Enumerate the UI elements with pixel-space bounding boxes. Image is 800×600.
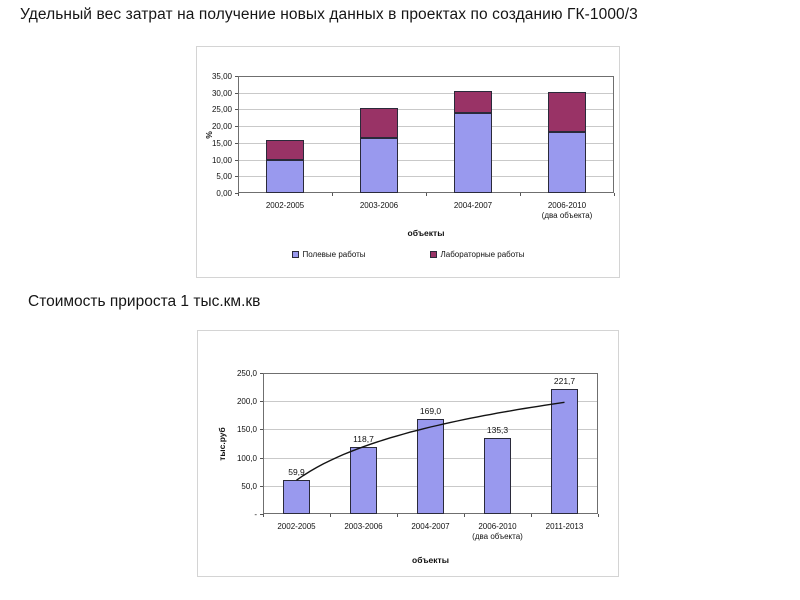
y-tick-mark (235, 126, 238, 128)
y-tick-mark (260, 401, 263, 403)
bar (551, 388, 578, 514)
gridline (239, 142, 613, 144)
y-tick-label: 5,00 (216, 172, 232, 182)
gridline (239, 159, 613, 161)
y-tick-label: 15,00 (211, 138, 232, 148)
x-category-label: 2011-2013 (545, 522, 584, 531)
bar (283, 480, 310, 514)
y-tick-mark (235, 142, 238, 144)
cost-bar-chart: - 50,0 100,0 150,0 200,0 250,0 59,9 2002-2005 11… (197, 330, 619, 577)
x-axis-title: объекты (407, 228, 445, 238)
bar-data-label: 221,7 (553, 375, 576, 386)
y-tick-mark (235, 109, 238, 111)
bar-segment-lab (548, 92, 586, 133)
trendline (296, 401, 565, 481)
x-category-label: 2003-2006 (344, 522, 383, 531)
y-tick-label: 0,00 (216, 189, 232, 198)
x-category-label: 2003-2006 (359, 201, 399, 210)
y-tick-label: 150,0 (236, 425, 257, 435)
y-axis-title: % (204, 130, 214, 139)
y-tick-mark (235, 159, 238, 161)
y-tick-mark (260, 373, 263, 374)
y-tick-label: - (254, 510, 257, 519)
y-tick-label: 35,00 (211, 72, 232, 81)
gridline (239, 92, 613, 94)
legend-swatch (291, 251, 299, 258)
x-axis-title: объекты (412, 555, 449, 565)
y-tick-mark (235, 176, 238, 178)
x-tick-mark (598, 514, 599, 517)
x-tick-mark (263, 514, 264, 517)
x-tick-mark (520, 193, 521, 196)
x-category-label: 2002-2005 (265, 201, 305, 210)
x-category-label: 2004-2007 (453, 201, 493, 210)
x-category-label: 2002-2005 (277, 522, 316, 531)
legend-item: Лабораторные работы (429, 250, 525, 259)
bar-segment-field (454, 113, 492, 193)
y-tick-label: 10,00 (211, 155, 232, 165)
y-tick-mark (235, 92, 238, 94)
x-tick-mark (330, 514, 331, 517)
bar-segment-lab (360, 108, 398, 139)
x-tick-mark (614, 193, 615, 196)
bar-segment-field (360, 138, 398, 193)
y-tick-mark (260, 485, 263, 487)
y-tick-mark (235, 193, 238, 194)
x-tick-mark (238, 193, 239, 196)
legend-label: Лабораторные работы (440, 250, 525, 259)
bar-data-label: 118,7 (353, 434, 374, 445)
x-tick-mark (426, 193, 427, 196)
y-tick-mark (235, 76, 238, 77)
section-subtitle: Стоимость прироста 1 тыс.км.кв (28, 293, 261, 310)
y-tick-label: 200,0 (236, 397, 257, 407)
y-tick-mark (260, 429, 263, 431)
x-tick-mark (531, 514, 532, 517)
x-category-label: 2006-2010 (два объекта) (472, 522, 523, 541)
bar-data-label: 169,0 (419, 405, 442, 416)
y-tick-mark (260, 457, 263, 459)
bar (417, 418, 444, 514)
legend-label: Полевые работы (302, 250, 366, 259)
bar (350, 447, 377, 514)
bar-segment-field (266, 159, 304, 193)
x-category-label: 2006-2010 (два объекта) (541, 201, 593, 220)
bar-segment-field (548, 132, 586, 193)
gridline (239, 126, 613, 128)
bar-data-label: 59,9 (288, 467, 305, 478)
bar-data-label: 135,3 (486, 424, 509, 435)
y-tick-label: 250,0 (236, 369, 257, 378)
y-tick-label: 50,0 (241, 481, 257, 491)
gridline (239, 109, 613, 111)
x-tick-mark (397, 514, 398, 517)
bar-segment-lab (266, 140, 304, 160)
y-tick-label: 100,0 (236, 453, 257, 463)
y-tick-label: 30,00 (211, 88, 232, 98)
page-title: Удельный вес затрат на получение новых д… (20, 6, 638, 23)
legend-item: Полевые работы (291, 250, 366, 259)
y-tick-label: 25,00 (211, 105, 232, 115)
legend-swatch (429, 251, 437, 258)
y-tick-label: 20,00 (211, 122, 232, 132)
stacked-bar-chart: 0,00 5,00 10,00 15,00 20,00 25,00 30,00 35,00 20… (196, 46, 620, 278)
y-tick-mark (260, 514, 263, 515)
gridline (264, 401, 597, 403)
gridline (239, 176, 613, 178)
x-tick-mark (332, 193, 333, 196)
y-axis-title: тыс.руб (217, 426, 227, 461)
x-category-label: 2004-2007 (411, 522, 450, 531)
bar-segment-lab (454, 90, 492, 114)
x-tick-mark (464, 514, 465, 517)
bar (484, 437, 511, 514)
legend: Полевые работы Лабораторные работы (197, 250, 619, 259)
